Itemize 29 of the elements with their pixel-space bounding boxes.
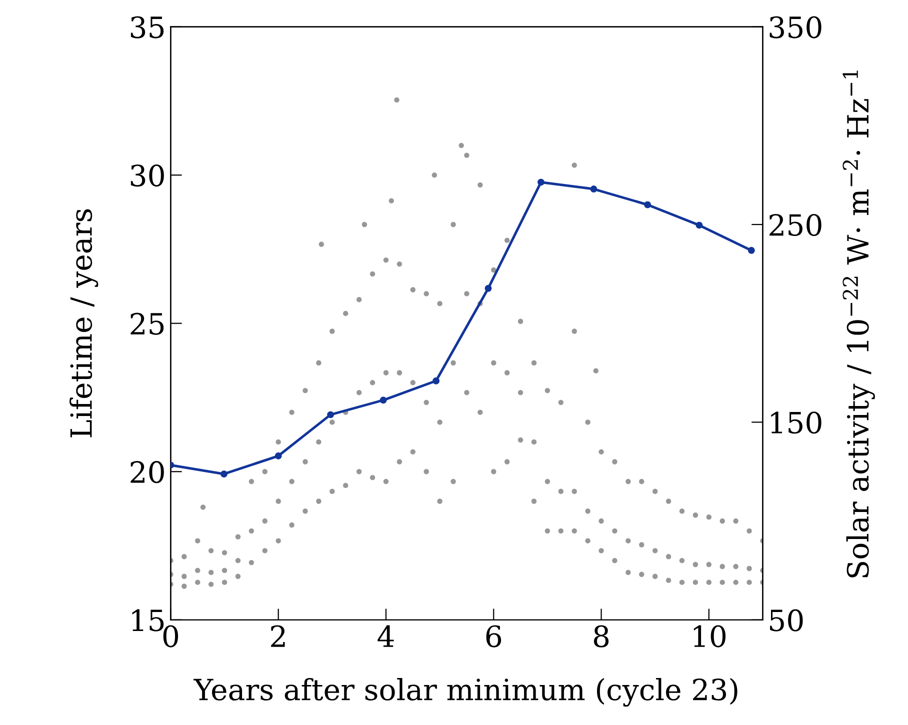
x-axis-title: Years after solar minimum (cycle 23)	[194, 678, 738, 707]
y2-tick-label: 350	[770, 16, 822, 38]
y2-tick-label: 150	[771, 412, 822, 434]
x-tick-label: 4	[378, 625, 394, 647]
y-tick-label: 35	[130, 16, 164, 38]
y-tick-label: 20	[130, 461, 164, 484]
y2-tick-label: 50	[770, 609, 803, 632]
x-tick-label: 6	[486, 625, 502, 648]
y-tick-label: 30	[130, 164, 164, 187]
point	[327, 411, 334, 418]
point	[696, 222, 703, 229]
point	[274, 452, 282, 460]
point	[380, 396, 387, 404]
point	[590, 186, 598, 192]
y-tick-label: 15	[132, 609, 164, 632]
x-tick-label: 10	[694, 625, 726, 648]
y-axis-title: Lifetime / years	[70, 209, 98, 438]
y2-axis-title: Solar activity / 10$^{−22}$ W· m$^{−2}$· Hz$^{−1}$	[842, 70, 875, 578]
y-tick-label: 25	[130, 312, 164, 335]
y2-tick-label: 250	[770, 214, 822, 236]
point	[220, 470, 228, 478]
point	[748, 246, 755, 254]
point	[538, 178, 544, 186]
x-tick-label: 2	[271, 625, 285, 647]
point	[484, 284, 492, 292]
point	[644, 201, 652, 208]
point	[432, 377, 440, 384]
x-tick-label: 8	[594, 625, 609, 648]
x-tick-label: 0	[163, 625, 178, 648]
